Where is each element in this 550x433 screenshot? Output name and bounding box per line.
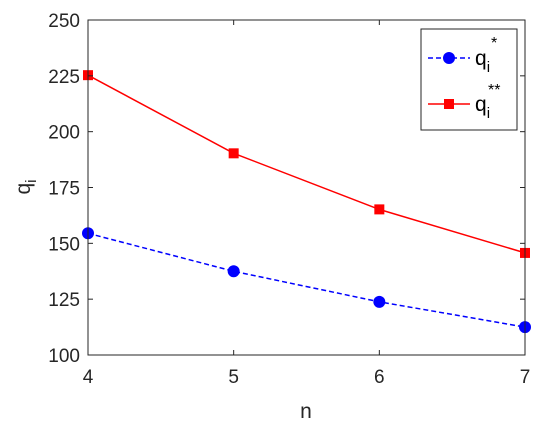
y-tick-label: 200 [48, 123, 80, 144]
legend-label-series-2-sup: ** [488, 82, 500, 99]
legend-marker-series-1 [443, 52, 455, 64]
x-axis-label: n [300, 400, 312, 423]
x-tick-label: 4 [83, 367, 94, 388]
legend-marker-series-2 [444, 99, 454, 109]
y-axis-label-sub: i [23, 179, 40, 182]
legend-label-series-1-sub: i [487, 59, 490, 76]
y-axis-label-base: q [12, 183, 35, 195]
y-tick-label: 250 [48, 11, 80, 32]
legend-label-series-2-base: q [475, 93, 487, 116]
y-axis-label: qi [12, 179, 40, 194]
series-2-point [228, 148, 239, 159]
y-tick-label: 175 [48, 179, 80, 200]
legend-label-series-1-sup: * [491, 35, 497, 52]
legend-label-series-2-sub: i [487, 105, 490, 122]
ticks-layer: 100 125 150 175 200 225 250 4 5 6 7 [48, 11, 530, 388]
svg-text:qi: qi [475, 93, 490, 122]
series-2-line [87, 74, 526, 254]
y-tick-label: 100 [48, 346, 80, 367]
x-tick-label: 5 [228, 367, 239, 388]
svg-text:qi: qi [12, 179, 40, 194]
series-1-point [227, 265, 240, 278]
svg-text:qi: qi [475, 47, 490, 76]
x-tick-label: 7 [520, 367, 531, 388]
series-2-point [374, 204, 385, 215]
x-tick-label: 6 [374, 367, 385, 388]
y-tick-label: 150 [48, 234, 80, 255]
series-1-point [373, 295, 386, 308]
y-tick-label: 125 [48, 290, 80, 311]
legend-label-series-1-base: q [475, 47, 487, 70]
series-1-line [87, 232, 526, 328]
legend: qi * qi ** [420, 28, 518, 131]
legend-box [420, 28, 518, 131]
y-tick-label: 225 [48, 67, 80, 88]
